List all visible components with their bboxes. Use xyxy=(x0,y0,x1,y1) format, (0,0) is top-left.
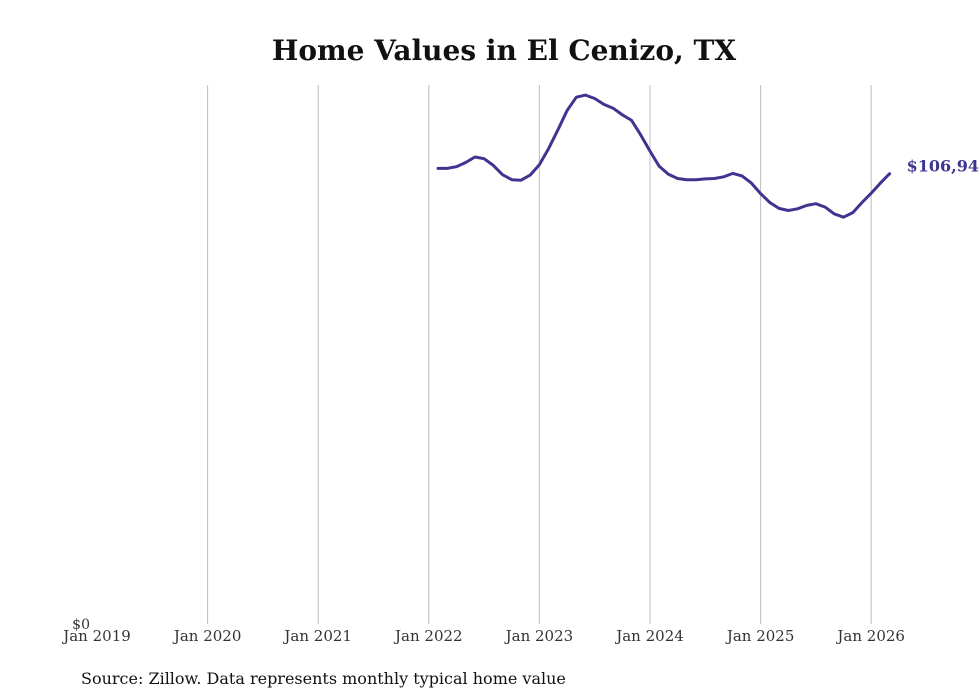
x-tick-label: Jan 2026 xyxy=(835,627,905,645)
x-tick-label: Jan 2022 xyxy=(393,627,463,645)
series-group: $106,945 xyxy=(436,93,980,219)
x-tick-label: Jan 2020 xyxy=(172,627,242,645)
x-axis-ticks: Jan 2019 Jan 2020 Jan 2021 Jan 2022 Jan 2023… xyxy=(61,627,905,645)
chart-title: Home Values in El Cenizo, TX xyxy=(272,34,736,67)
x-tick-label: Jan 2024 xyxy=(614,627,684,645)
x-tick-label: Jan 2025 xyxy=(725,627,795,645)
x-tick-label: Jan 2021 xyxy=(282,627,352,645)
x-tick-label: Jan 2019 xyxy=(61,627,131,645)
source-note: Source: Zillow. Data represents monthly … xyxy=(81,669,566,688)
x-tick-label: Jan 2023 xyxy=(504,627,574,645)
end-value-label: $106,945 xyxy=(907,157,980,176)
y-tick-label-zero: $0 xyxy=(72,617,90,633)
grid-lines xyxy=(207,85,872,624)
series-line xyxy=(436,93,892,219)
